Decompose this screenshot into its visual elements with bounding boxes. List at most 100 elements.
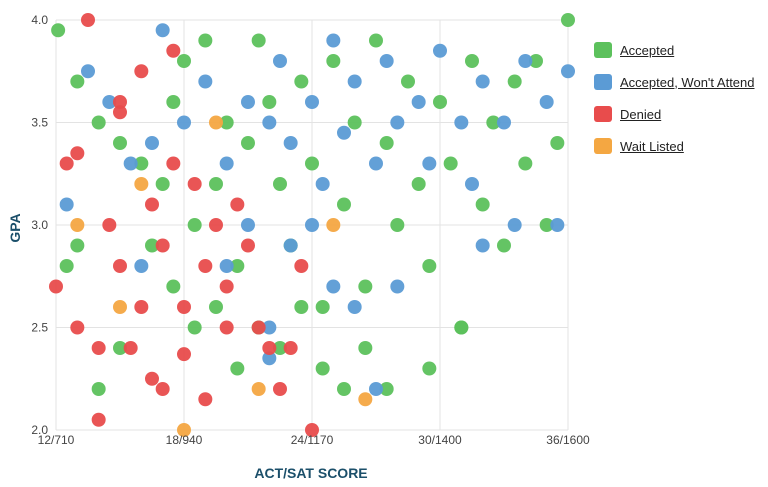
y-tick-label: 2.0 — [31, 423, 48, 437]
accepted-point — [209, 300, 223, 314]
accepted-won-t-attend-point — [390, 115, 405, 130]
legend-item-wait-listed[interactable]: Wait Listed — [594, 130, 755, 162]
accepted-won-t-attend-point — [475, 238, 490, 253]
y-axis-title: GPA — [7, 213, 23, 242]
legend-label: Accepted — [620, 42, 675, 58]
accepted-point — [241, 136, 255, 150]
accepted-point — [70, 74, 85, 89]
accepted-point — [475, 197, 490, 212]
accepted-point — [187, 218, 202, 232]
denied-point — [134, 300, 149, 314]
accepted-won-t-attend-point — [550, 218, 565, 232]
x-axis-title: ACT/SAT SCORE — [254, 465, 367, 481]
accepted-won-t-attend-point — [241, 218, 255, 232]
denied-point — [241, 238, 255, 253]
denied-point — [198, 392, 213, 407]
accepted-point — [401, 74, 415, 89]
denied-point — [113, 95, 127, 109]
accepted-point — [518, 156, 533, 171]
accepted-point — [411, 177, 426, 191]
accepted-won-t-attend-point — [369, 156, 383, 171]
accepted-won-t-attend-point — [283, 136, 298, 150]
denied-point — [59, 156, 74, 171]
y-tick-label: 2.5 — [31, 321, 48, 335]
accepted-won-t-attend-point — [326, 33, 341, 48]
accepted-won-t-attend-point — [422, 156, 437, 171]
denied-point — [145, 371, 159, 386]
accepted-point — [529, 54, 543, 68]
y-tick-label: 3.5 — [31, 116, 48, 130]
accepted-point — [561, 13, 575, 27]
denied-point — [134, 64, 149, 79]
accepted-won-t-attend-point — [219, 156, 234, 171]
accepted-point — [507, 74, 522, 89]
accepted-point — [326, 54, 341, 68]
denied-point — [123, 341, 138, 355]
accepted-point — [262, 95, 277, 109]
accepted-point — [113, 136, 127, 150]
accepted-point — [145, 238, 159, 253]
accepted-won-t-attend-point — [315, 177, 330, 191]
denied-point — [166, 156, 181, 171]
y-tick-labels: 2.0 2.5 3.0 3.5 4.0 — [31, 13, 48, 437]
accepted-won-t-attend-point — [539, 95, 554, 109]
denied-point — [273, 382, 287, 396]
denied-point — [113, 105, 127, 120]
accepted-point — [251, 33, 266, 48]
legend-item-denied[interactable]: Denied — [594, 98, 755, 130]
accepted-point — [273, 177, 287, 191]
denied-point — [113, 259, 127, 273]
accepted-point — [273, 341, 287, 355]
accepted-won-t-attend-point — [59, 197, 74, 212]
accepted-point — [369, 33, 383, 48]
accepted-point — [177, 54, 191, 68]
denied-point — [305, 423, 319, 437]
accepted-point — [443, 156, 458, 171]
denied-point — [219, 279, 234, 294]
legend-item-accepted[interactable]: Accepted — [594, 34, 755, 66]
accepted-won-t-attend-point — [155, 23, 170, 38]
denied-point — [262, 341, 277, 355]
wait-listed-point — [251, 382, 266, 396]
accepted-point — [113, 341, 127, 355]
accepted-point — [166, 95, 181, 109]
accepted-won-t-attend-point — [337, 125, 351, 140]
accepted-won-t-attend-point — [347, 74, 362, 89]
denied-point — [155, 382, 170, 396]
denied-point — [219, 320, 234, 335]
accepted-point — [155, 177, 170, 191]
denied-point — [177, 347, 191, 362]
accepted-won-t-attend-point — [305, 218, 319, 232]
denied-point — [145, 197, 159, 212]
accepted-won-t-attend-point — [273, 54, 287, 68]
denied-swatch — [594, 106, 612, 122]
accepted-point — [550, 136, 565, 150]
denied-point — [155, 238, 170, 253]
wait-listed-point — [326, 218, 341, 232]
accepted-point — [59, 259, 74, 273]
accepted-point — [230, 259, 245, 273]
accepted-point — [337, 197, 351, 212]
accepted-point — [486, 115, 501, 130]
x-tick-label: 30/1400 — [418, 433, 462, 447]
denied-point — [177, 300, 191, 314]
data-points — [49, 13, 575, 437]
denied-point — [91, 341, 106, 355]
accepted-swatch — [594, 42, 612, 58]
wait-listed-point — [209, 115, 223, 130]
accepted-point — [294, 74, 309, 89]
accepted-won-t-attend-point — [518, 54, 533, 68]
denied-point — [102, 218, 117, 232]
accepted-won-t-attend-point — [219, 259, 234, 273]
accepted-point — [358, 341, 373, 355]
accepted-point — [91, 115, 106, 130]
accepted-won-t-attend-point — [262, 320, 277, 335]
accepted-point — [187, 320, 202, 335]
x-tick-labels: 12/710 18/940 24/1170 30/1400 36/1600 — [38, 433, 590, 447]
x-tick-label: 18/940 — [166, 433, 203, 447]
legend-item-accepted-wont-attend[interactable]: Accepted, Won't Attend — [594, 66, 755, 98]
accepted-won-t-attend-point — [102, 95, 117, 109]
accepted-point — [465, 54, 479, 68]
accepted-point — [422, 259, 437, 273]
